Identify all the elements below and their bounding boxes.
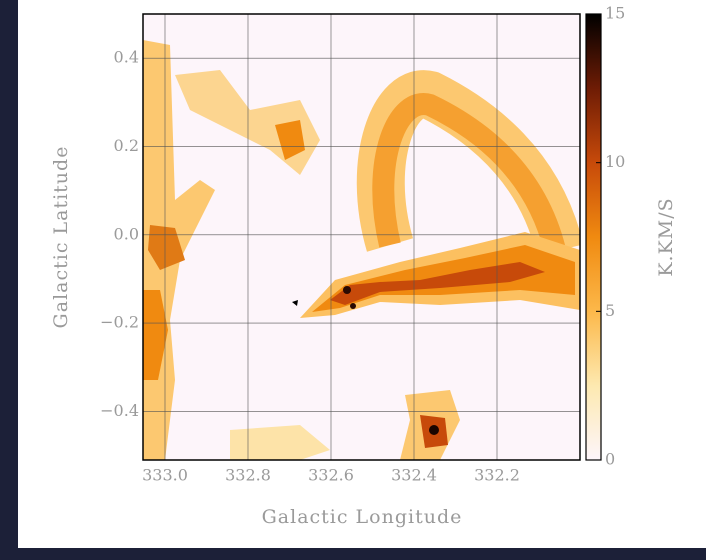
emission-region: [275, 120, 305, 160]
emission-peak: [429, 425, 439, 435]
x-tick-label: 333.0: [142, 466, 188, 485]
colorbar: [585, 13, 602, 461]
emission-peak: [343, 286, 351, 294]
x-tick-label: 332.4: [391, 466, 437, 485]
x-axis-label: Galactic Longitude: [262, 506, 463, 528]
colorbar-tick-label: 15: [605, 4, 625, 23]
colorbar-tick-label: 0: [605, 450, 615, 469]
colorbar-tick-label: 5: [605, 301, 615, 320]
colorbar-tick-label: 10: [605, 152, 625, 171]
x-tick-label: 332.2: [474, 466, 520, 485]
chart: Galactic Longitude Galactic Latitude K.K…: [18, 0, 706, 548]
axes: [143, 14, 580, 460]
y-tick-label: 0.0: [114, 224, 139, 243]
emission-region: [330, 262, 545, 305]
emission-peak: [350, 303, 356, 309]
emission-peak: [292, 300, 298, 306]
y-tick-label: 0.2: [114, 136, 139, 155]
emission-region: [148, 225, 185, 270]
plot-frame: [142, 13, 581, 461]
emission-map: [143, 40, 580, 460]
y-tick-label: −0.4: [100, 401, 139, 420]
colorbar-label: K.KM/S: [655, 197, 677, 276]
y-tick-label: 0.4: [114, 48, 139, 67]
emission-region: [372, 93, 566, 253]
y-tick-label: −0.2: [100, 313, 139, 332]
x-tick-label: 332.8: [225, 466, 271, 485]
emission-region: [230, 425, 330, 460]
x-tick-label: 332.6: [308, 466, 354, 485]
y-axis-label: Galactic Latitude: [50, 146, 72, 329]
emission-region: [143, 290, 168, 380]
